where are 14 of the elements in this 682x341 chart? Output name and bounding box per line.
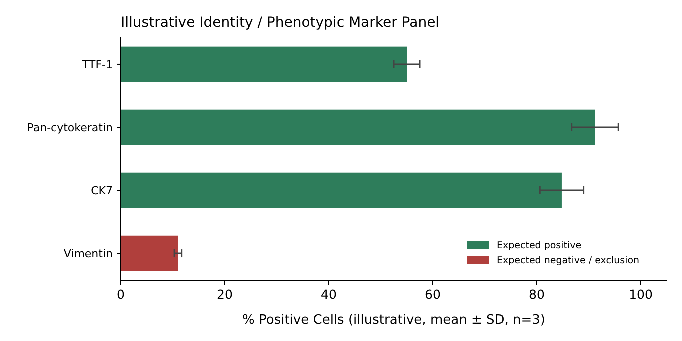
chart-title: Illustrative Identity / Phenotypic Marker Panel [121,15,440,31]
x-tick-label: 80 [529,287,545,302]
legend-label: Expected negative / exclusion [497,255,640,266]
y-tick-label: CK7 [91,184,113,198]
x-tick-label: 60 [425,287,441,302]
x-tick-label: 20 [217,287,233,302]
x-tick-label: 0 [117,287,126,302]
legend-label: Expected positive [497,240,582,252]
y-tick-label: Vimentin [64,247,114,260]
y-tick-label: Pan-cytokeratin [27,121,114,134]
x-tick-label: 40 [321,287,337,302]
y-tick-label: TTF-1 [81,58,113,72]
x-tick-label: 100 [629,287,653,302]
x-axis-title: % Positive Cells (illustrative, mean ± SD, n=3) [242,313,546,328]
